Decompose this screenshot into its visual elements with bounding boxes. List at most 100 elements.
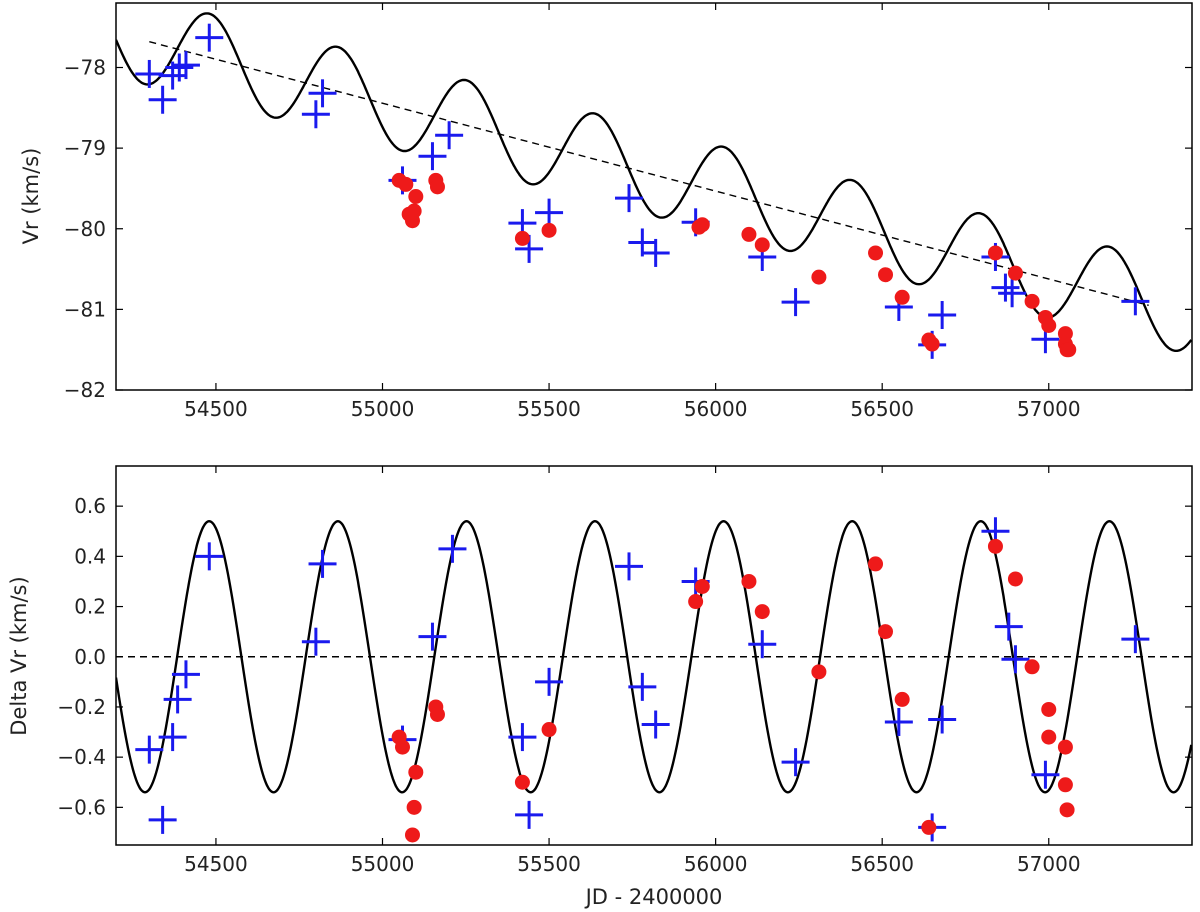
data-point-dot <box>987 538 1003 554</box>
top-panel-plot-area <box>116 12 1192 359</box>
data-point-dot <box>1024 659 1040 675</box>
data-point-dot <box>924 336 940 352</box>
data-point-plus <box>135 59 164 88</box>
data-point-dot <box>741 226 757 242</box>
data-point-dot <box>921 819 937 835</box>
y-tick-label: 0.6 <box>74 494 106 518</box>
data-point-dot <box>541 222 557 238</box>
x-tick-label: 56500 <box>850 852 914 876</box>
data-point-plus <box>171 51 200 80</box>
x-tick-label: 56000 <box>684 852 748 876</box>
data-point-plus <box>641 238 670 267</box>
model-curve <box>116 12 1192 352</box>
data-point-plus <box>991 273 1020 302</box>
data-point-dot <box>408 189 424 204</box>
x-tick-label: 57000 <box>1017 397 1081 421</box>
data-point-plus <box>928 705 957 734</box>
top-panel-ylabel: Vr (km/s) <box>19 148 43 245</box>
data-point-dot <box>1057 777 1073 793</box>
data-point-dot <box>541 722 557 738</box>
x-tick-label: 55500 <box>517 852 581 876</box>
data-point-dot <box>429 179 445 195</box>
data-point-dot <box>1041 318 1057 333</box>
data-point-dot <box>688 594 704 610</box>
data-point-dot <box>811 664 827 680</box>
data-point-plus <box>1031 760 1060 789</box>
y-tick-label: −0.4 <box>57 745 106 769</box>
data-point-plus <box>615 184 644 213</box>
data-point-dot <box>1041 729 1057 745</box>
data-point-plus <box>171 660 200 689</box>
bottom-panel-ticks: 54500 55000 55500 56000 56500 57000 0.6 0.4 0.2 0… <box>57 466 1192 876</box>
x-tick-label: 56000 <box>684 397 748 421</box>
data-point-plus <box>884 708 913 737</box>
data-point-plus <box>998 279 1027 308</box>
data-point-dot <box>987 245 1003 261</box>
data-point-plus <box>195 542 224 571</box>
model-curve <box>116 519 1192 794</box>
data-point-dot <box>398 176 414 192</box>
data-point-plus <box>928 301 957 330</box>
bottom-panel-delta-vr: 54500 55000 55500 56000 56500 57000 0.6 0.4 0.2 0… <box>7 465 1193 876</box>
data-point-dot <box>1024 293 1040 309</box>
y-tick-label: −79 <box>64 136 106 160</box>
y-tick-label: −82 <box>64 378 106 402</box>
data-point-dot <box>406 203 422 219</box>
data-point-plus <box>781 288 810 317</box>
data-point-plus <box>301 100 330 129</box>
x-tick-label: 55000 <box>351 397 415 421</box>
data-point-plus <box>994 612 1023 641</box>
data-point-dot <box>1007 265 1023 281</box>
bottom-panel-plot-area <box>116 517 1192 843</box>
y-tick-label: 0.0 <box>74 645 106 669</box>
bottom-panel-frame <box>115 465 1193 846</box>
top-panel-vr: 54500 55000 55500 56000 56500 57000 −78 −79 −80 −… <box>19 2 1193 421</box>
data-point-plus <box>535 667 564 696</box>
data-point-dot <box>754 237 770 253</box>
trend-line <box>149 41 1149 307</box>
y-tick-label: 0.2 <box>74 595 106 619</box>
data-point-plus <box>418 622 447 651</box>
data-point-dot <box>694 578 710 594</box>
data-point-plus <box>515 800 544 829</box>
data-point-dot <box>1007 571 1023 587</box>
y-tick-label: −0.6 <box>57 795 106 819</box>
data-point-plus <box>508 723 537 752</box>
data-point-dot <box>1059 802 1075 818</box>
data-point-dot <box>404 827 420 843</box>
data-point-dot <box>514 774 530 790</box>
data-point-plus <box>308 549 337 578</box>
y-tick-label: −80 <box>64 217 106 241</box>
y-tick-label: −0.2 <box>57 695 106 719</box>
data-point-dot <box>429 706 445 722</box>
data-point-dot <box>741 573 757 589</box>
data-point-dot <box>868 245 884 261</box>
data-point-plus <box>163 685 192 714</box>
data-point-dot <box>408 764 424 780</box>
data-point-dot <box>1041 701 1057 717</box>
top-panel-frame <box>115 2 1193 391</box>
data-point-dot <box>1057 739 1073 755</box>
data-point-dot <box>894 289 910 305</box>
data-point-plus <box>781 748 810 777</box>
data-point-plus <box>418 142 447 171</box>
y-tick-label: −78 <box>64 56 106 80</box>
data-point-plus <box>615 552 644 581</box>
data-point-plus <box>748 630 777 659</box>
data-point-plus <box>148 805 177 834</box>
y-tick-label: 0.4 <box>74 544 106 568</box>
data-point-plus <box>301 627 330 656</box>
data-point-plus <box>308 79 337 108</box>
data-point-dot <box>811 269 827 285</box>
x-axis-label: JD - 2400000 <box>584 885 723 909</box>
x-tick-label: 56500 <box>850 397 914 421</box>
data-point-dot <box>878 624 894 640</box>
data-point-plus <box>438 534 467 563</box>
bottom-panel-ylabel: Delta Vr (km/s) <box>7 576 31 735</box>
data-point-plus <box>435 121 464 150</box>
y-tick-label: −81 <box>64 297 106 321</box>
x-tick-label: 57000 <box>1017 852 1081 876</box>
data-point-dot <box>894 691 910 707</box>
data-point-dot <box>878 267 894 283</box>
